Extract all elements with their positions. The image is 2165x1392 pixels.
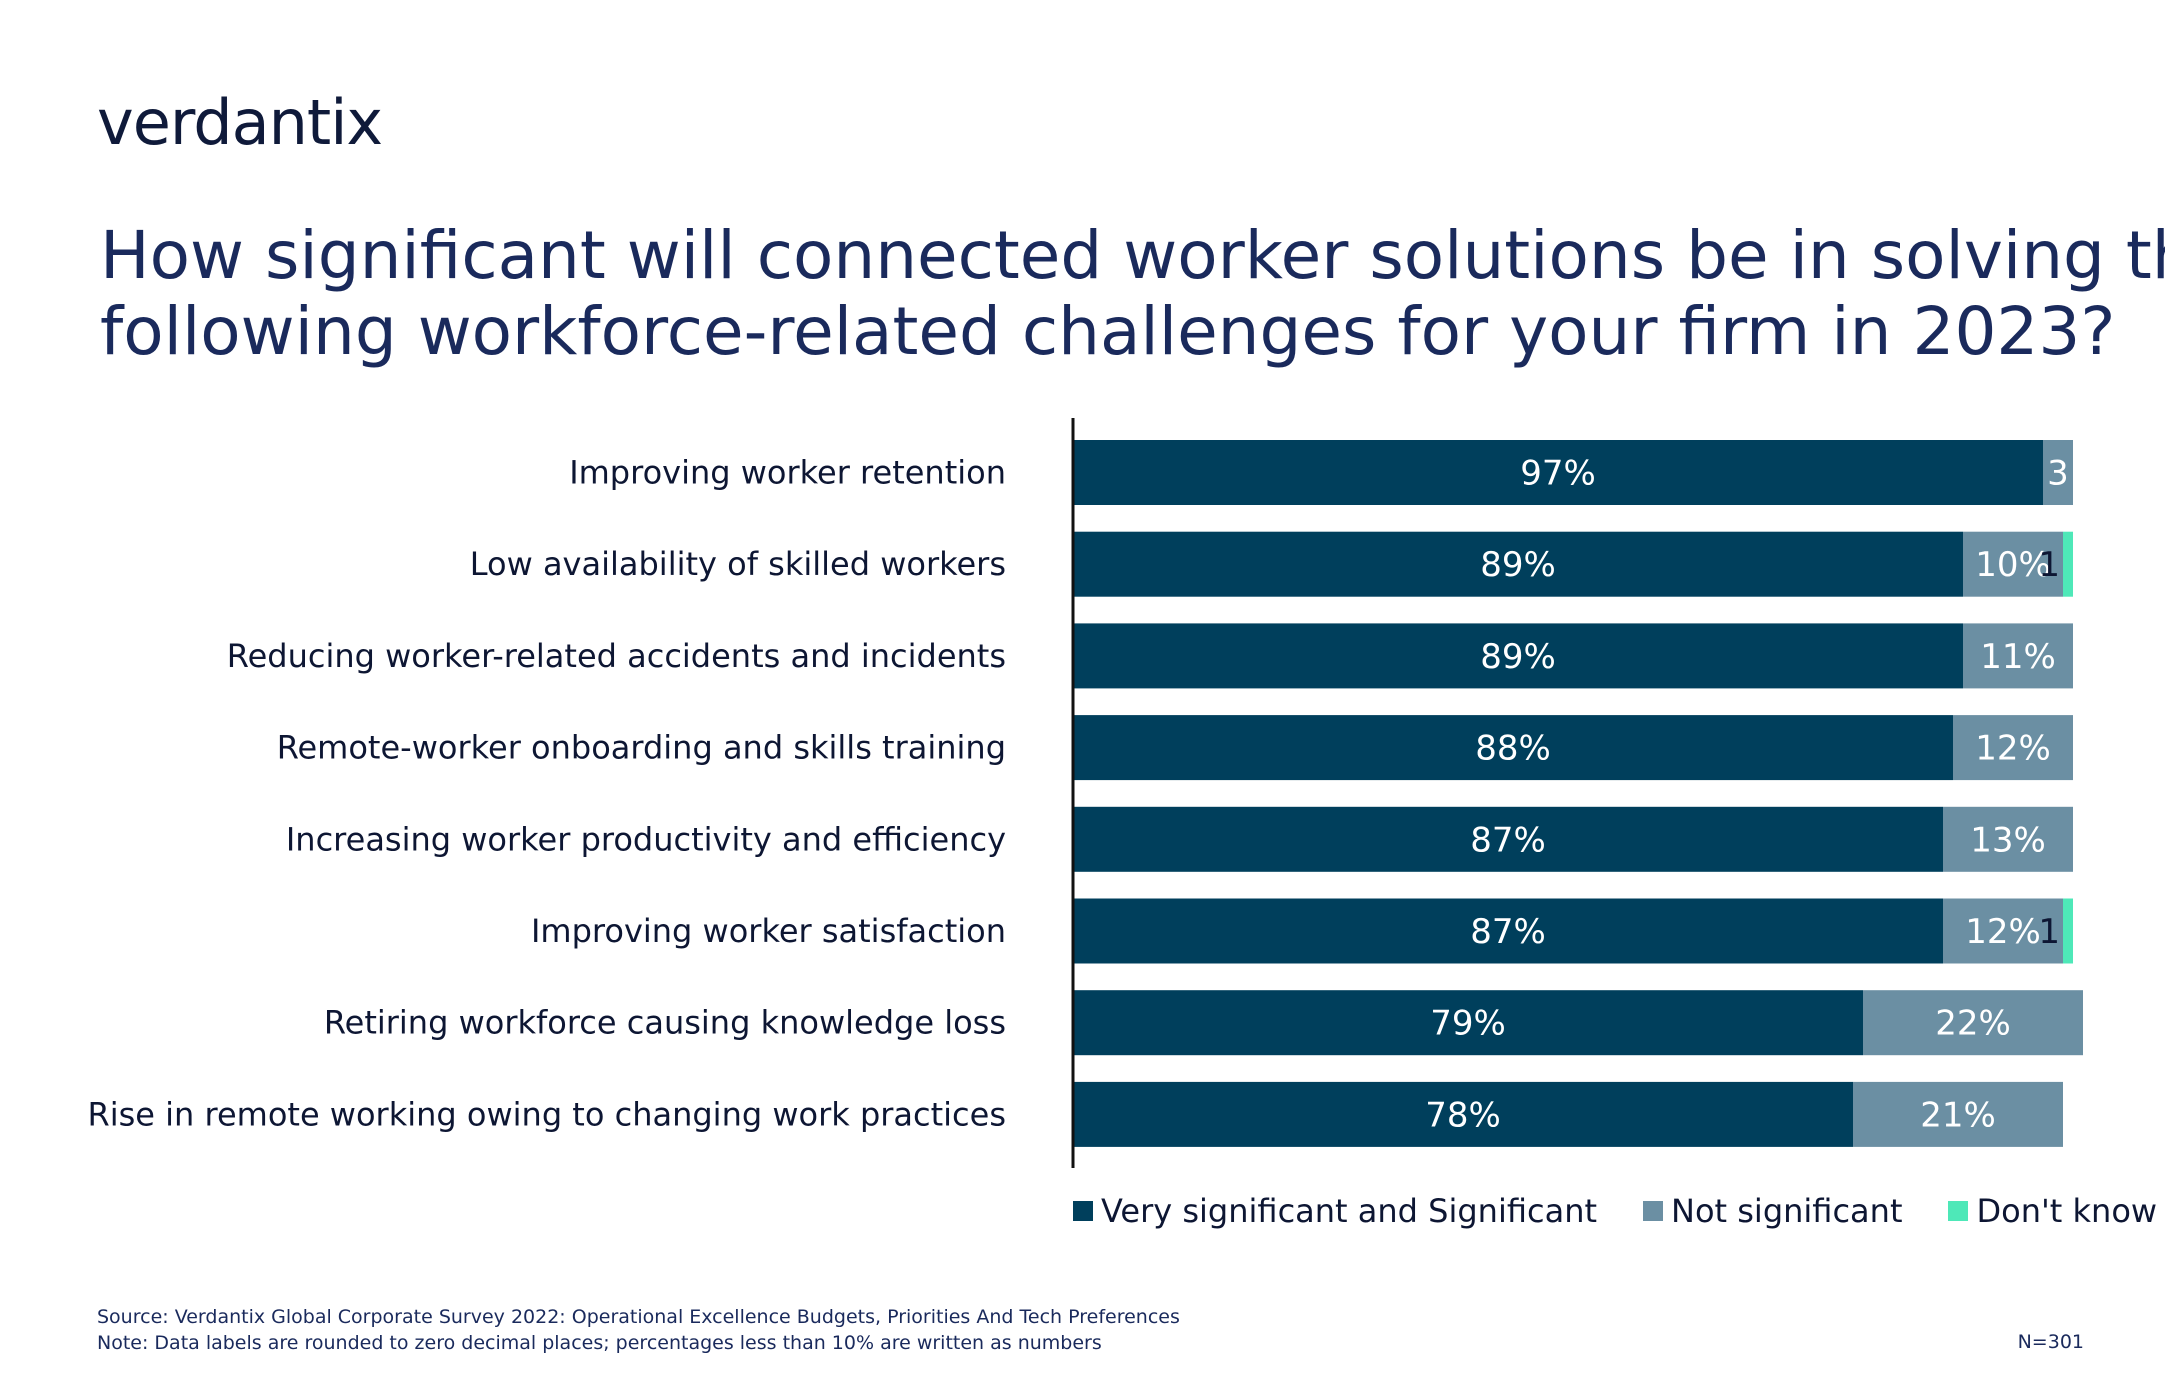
bar-segment bbox=[2043, 440, 2073, 505]
bar-segment bbox=[1863, 990, 2083, 1056]
title-line-2: following workforce-related challenges f… bbox=[100, 293, 2116, 370]
legend-item-dont-know: Don't know bbox=[1948, 1192, 2157, 1230]
bar-segment bbox=[1963, 623, 2073, 689]
bar-segment bbox=[1073, 806, 1943, 872]
data-label: 87% bbox=[1470, 912, 1546, 952]
bar-segment bbox=[1943, 806, 2073, 872]
data-label: 97% bbox=[1520, 454, 1596, 494]
category-label: Retiring workforce causing knowledge los… bbox=[324, 1004, 1006, 1042]
data-label: 88% bbox=[1475, 729, 1551, 769]
category-label: Low availability of skilled workers bbox=[470, 545, 1006, 583]
data-label: 21% bbox=[1920, 1095, 1996, 1135]
bar-segment bbox=[1943, 898, 2063, 964]
data-label: 1 bbox=[2038, 545, 2060, 585]
sample-size: N=301 bbox=[2017, 1331, 2084, 1353]
bar-segment bbox=[1073, 440, 2043, 505]
legend-swatch-not-significant bbox=[1643, 1201, 1664, 1221]
bar-segment bbox=[1073, 1081, 1853, 1147]
bar-segment bbox=[1853, 1081, 2063, 1147]
bar-segment bbox=[1953, 715, 2073, 781]
verdantix-logo: verdantix bbox=[97, 86, 383, 159]
chart-legend: Very significant and Significant Not sig… bbox=[1073, 1192, 2157, 1230]
data-label: 22% bbox=[1935, 1004, 2011, 1044]
legend-label-not-significant: Not significant bbox=[1671, 1192, 1903, 1230]
bar-segment bbox=[1073, 623, 1963, 689]
category-label: Reducing worker-related accidents and in… bbox=[227, 637, 1006, 675]
bar-segment bbox=[1073, 898, 1943, 964]
legend-swatch-dont-know bbox=[1948, 1201, 1969, 1221]
chart-title: How significant will connected worker so… bbox=[100, 217, 2165, 370]
category-label: Increasing worker productivity and effic… bbox=[286, 820, 1006, 858]
data-label: 11% bbox=[1980, 637, 2056, 677]
bar-segment bbox=[2063, 898, 2073, 964]
bar-segment bbox=[1963, 531, 2063, 597]
legend-label-very-significant: Very significant and Significant bbox=[1101, 1192, 1598, 1230]
data-label: 3 bbox=[2047, 454, 2069, 494]
category-label: Improving worker satisfaction bbox=[531, 912, 1006, 950]
legend-swatch-very-significant bbox=[1073, 1201, 1093, 1221]
data-label: 78% bbox=[1425, 1095, 1501, 1135]
data-label: 89% bbox=[1480, 637, 1556, 677]
category-label: Rise in remote working owing to changing… bbox=[88, 1095, 1007, 1133]
category-label: Improving worker retention bbox=[569, 454, 1006, 492]
bar-segment bbox=[1073, 531, 1963, 597]
source-note: Source: Verdantix Global Corporate Surve… bbox=[97, 1306, 1180, 1328]
rounding-note: Note: Data labels are rounded to zero de… bbox=[97, 1332, 1102, 1354]
data-label: 87% bbox=[1470, 820, 1546, 860]
data-label: 12% bbox=[1975, 729, 2051, 769]
bar-segment bbox=[1073, 715, 1953, 781]
data-label: 10% bbox=[1975, 545, 2051, 585]
footer-notes: Source: Verdantix Global Corporate Surve… bbox=[97, 1304, 1180, 1356]
data-label: 12% bbox=[1965, 912, 2041, 952]
category-label: Remote-worker onboarding and skills trai… bbox=[277, 729, 1006, 767]
bar-segment bbox=[2063, 531, 2073, 597]
legend-item-not-significant: Not significant bbox=[1643, 1192, 1902, 1230]
data-label: 89% bbox=[1480, 545, 1556, 585]
title-line-1: How significant will connected worker so… bbox=[100, 217, 2165, 294]
data-label: 1 bbox=[2038, 912, 2060, 952]
data-label: 13% bbox=[1970, 820, 2046, 860]
legend-item-very-significant: Very significant and Significant bbox=[1073, 1192, 1597, 1230]
bar-segment bbox=[1073, 990, 1863, 1056]
data-label: 79% bbox=[1430, 1004, 1506, 1044]
legend-label-dont-know: Don't know bbox=[1976, 1192, 2158, 1230]
